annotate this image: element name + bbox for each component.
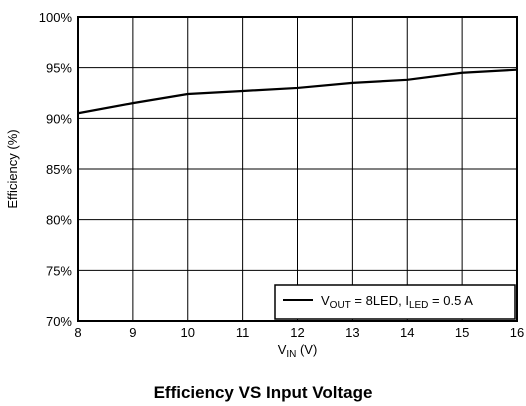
x-axis-label: VIN (V): [278, 342, 318, 360]
legend-subscript: OUT: [330, 300, 351, 311]
series-line: [77, 68, 518, 115]
legend-entry: VOUT = 8LED, ILED = 0.5 A: [321, 293, 473, 311]
x-tick-label: 13: [345, 325, 359, 340]
y-tick-label: 75%: [46, 263, 72, 278]
y-tick-label: 100%: [39, 10, 73, 25]
figure-caption: Efficiency VS Input Voltage: [154, 383, 373, 402]
tick-labels: 8 9 10 11 12 13 14 15 16 70% 75% 80% 85% 90% 95% 100%: [39, 10, 524, 340]
legend-text-part: = 8LED, I: [351, 293, 409, 308]
y-tick-label: 80%: [46, 213, 72, 228]
series-layer: [77, 68, 518, 115]
x-tick-label: 15: [455, 325, 469, 340]
x-tick-label: 9: [129, 325, 136, 340]
x-axis-label-main: V: [278, 342, 287, 357]
legend: VOUT = 8LED, ILED = 0.5 A: [274, 284, 516, 320]
y-tick-label: 95%: [46, 61, 72, 76]
legend-text-part: V: [321, 293, 330, 308]
legend-subscript: LED: [409, 300, 428, 311]
plot-frame: [77, 16, 518, 322]
legend-box: [274, 284, 516, 320]
x-tick-label: 8: [74, 325, 81, 340]
x-axis-label-unit: (V): [296, 342, 317, 357]
x-tick-label: 11: [236, 325, 250, 340]
x-tick-label: 16: [510, 325, 524, 340]
grid: [77, 16, 518, 322]
x-axis-label-sub: IN: [286, 349, 296, 360]
x-tick-label: 12: [290, 325, 304, 340]
y-tick-label: 90%: [46, 111, 72, 126]
y-tick-label: 70%: [46, 314, 72, 329]
x-tick-label: 14: [400, 325, 414, 340]
y-axis-label: Efficiency (%): [5, 129, 20, 208]
y-tick-label: 85%: [46, 162, 72, 177]
legend-text-part: = 0.5 A: [428, 293, 473, 308]
x-tick-label: 10: [181, 325, 195, 340]
